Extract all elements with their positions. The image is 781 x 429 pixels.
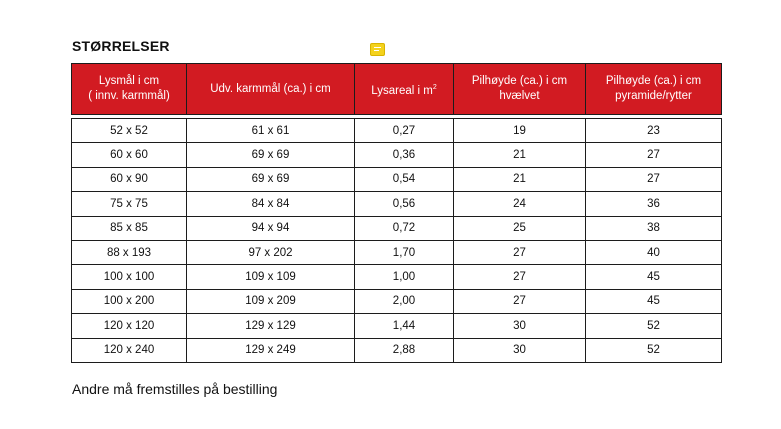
table-cell: 120 x 240	[71, 337, 187, 363]
table-cell: 0,56	[354, 191, 454, 217]
table-cell: 27	[585, 142, 722, 168]
table-row: 100 x 100 109 x 109 1,00 27 45	[71, 264, 722, 290]
footer-note: Andre må fremstilles på bestilling	[72, 381, 278, 397]
table-cell: 2,00	[354, 288, 454, 315]
header-light-area-label: Lysareal i m	[371, 84, 433, 97]
header-light-size-line1: Lysmål i cm	[98, 75, 160, 87]
table-cell: 97 x 202	[186, 239, 355, 266]
table-row: 100 x 200 109 x 209 2,00 27 45	[71, 288, 722, 315]
table-cell: 61 x 61	[186, 117, 355, 144]
header-arch-height-pyramid: Pilhøyde (ca.) i cm pyramide/rytter	[585, 63, 722, 115]
header-arch-pyramid-line1: Pilhøyde (ca.) i cm	[605, 75, 702, 87]
table-cell: 1,70	[354, 239, 454, 266]
table-cell: 27	[453, 264, 586, 290]
table-cell: 40	[585, 239, 722, 266]
size-table-header: Lysmål i cm ( innv. karmmål) Udv. karmmå…	[71, 63, 722, 115]
table-cell: 21	[453, 142, 586, 168]
table-cell: 25	[453, 215, 586, 241]
table-cell: 30	[453, 337, 586, 363]
table-row: 52 x 52 61 x 61 0,27 19 23	[71, 117, 722, 144]
table-cell: 60 x 60	[71, 142, 187, 168]
table-cell: 27	[453, 288, 586, 315]
header-light-area: Lysareal i m2	[354, 63, 454, 115]
table-cell: 100 x 100	[71, 264, 187, 290]
table-cell: 69 x 69	[186, 166, 355, 193]
table-cell: 30	[453, 313, 586, 339]
table-cell: 2,88	[354, 337, 454, 363]
table-cell: 109 x 109	[186, 264, 355, 290]
page-title: STØRRELSER	[72, 38, 170, 54]
table-cell: 1,00	[354, 264, 454, 290]
table-cell: 45	[585, 264, 722, 290]
table-cell: 60 x 90	[71, 166, 187, 193]
table-row: 120 x 120 129 x 129 1,44 30 52	[71, 313, 722, 339]
table-cell: 38	[585, 215, 722, 241]
header-arch-vault-line2: hvælvet	[499, 90, 540, 102]
table-cell: 27	[585, 166, 722, 193]
table-cell: 19	[453, 117, 586, 144]
table-cell: 0,72	[354, 215, 454, 241]
table-cell: 129 x 249	[186, 337, 355, 363]
table-row: 75 x 75 84 x 84 0,56 24 36	[71, 191, 722, 217]
table-cell: 52	[585, 313, 722, 339]
table-cell: 1,44	[354, 313, 454, 339]
table-cell: 27	[453, 239, 586, 266]
table-cell: 36	[585, 191, 722, 217]
table-row: 85 x 85 94 x 94 0,72 25 38	[71, 215, 722, 241]
table-cell: 120 x 120	[71, 313, 187, 339]
table-cell: 45	[585, 288, 722, 315]
header-light-size: Lysmål i cm ( innv. karmmål)	[71, 63, 187, 115]
table-cell: 84 x 84	[186, 191, 355, 217]
table-cell: 75 x 75	[71, 191, 187, 217]
size-table-body: 52 x 52 61 x 61 0,27 19 23 60 x 60 69 x …	[71, 117, 722, 363]
header-light-size-line2: ( innv. karmmål)	[88, 90, 170, 102]
header-light-area-sup: 2	[432, 83, 437, 91]
table-cell: 0,36	[354, 142, 454, 168]
header-arch-height-vault: Pilhøyde (ca.) i cm hvælvet	[453, 63, 586, 115]
table-cell: 0,27	[354, 117, 454, 144]
table-cell: 85 x 85	[71, 215, 187, 241]
header-arch-vault-line1: Pilhøyde (ca.) i cm	[471, 75, 568, 87]
table-cell: 94 x 94	[186, 215, 355, 241]
comment-icon[interactable]	[370, 43, 385, 56]
header-outer-frame-label: Udv. karmmål (ca.) i cm	[210, 82, 331, 95]
table-cell: 52 x 52	[71, 117, 187, 144]
table-cell: 109 x 209	[186, 288, 355, 315]
header-arch-pyramid-line2: pyramide/rytter	[615, 90, 692, 102]
table-cell: 52	[585, 337, 722, 363]
table-cell: 23	[585, 117, 722, 144]
table-cell: 0,54	[354, 166, 454, 193]
table-cell: 69 x 69	[186, 142, 355, 168]
table-row: 120 x 240 129 x 249 2,88 30 52	[71, 337, 722, 363]
table-cell: 21	[453, 166, 586, 193]
header-outer-frame: Udv. karmmål (ca.) i cm	[186, 63, 355, 115]
table-cell: 129 x 129	[186, 313, 355, 339]
table-row: 60 x 90 69 x 69 0,54 21 27	[71, 166, 722, 193]
table-cell: 24	[453, 191, 586, 217]
table-row: 88 x 193 97 x 202 1,70 27 40	[71, 239, 722, 266]
table-cell: 100 x 200	[71, 288, 187, 315]
table-row: 60 x 60 69 x 69 0,36 21 27	[71, 142, 722, 168]
table-cell: 88 x 193	[71, 239, 187, 266]
